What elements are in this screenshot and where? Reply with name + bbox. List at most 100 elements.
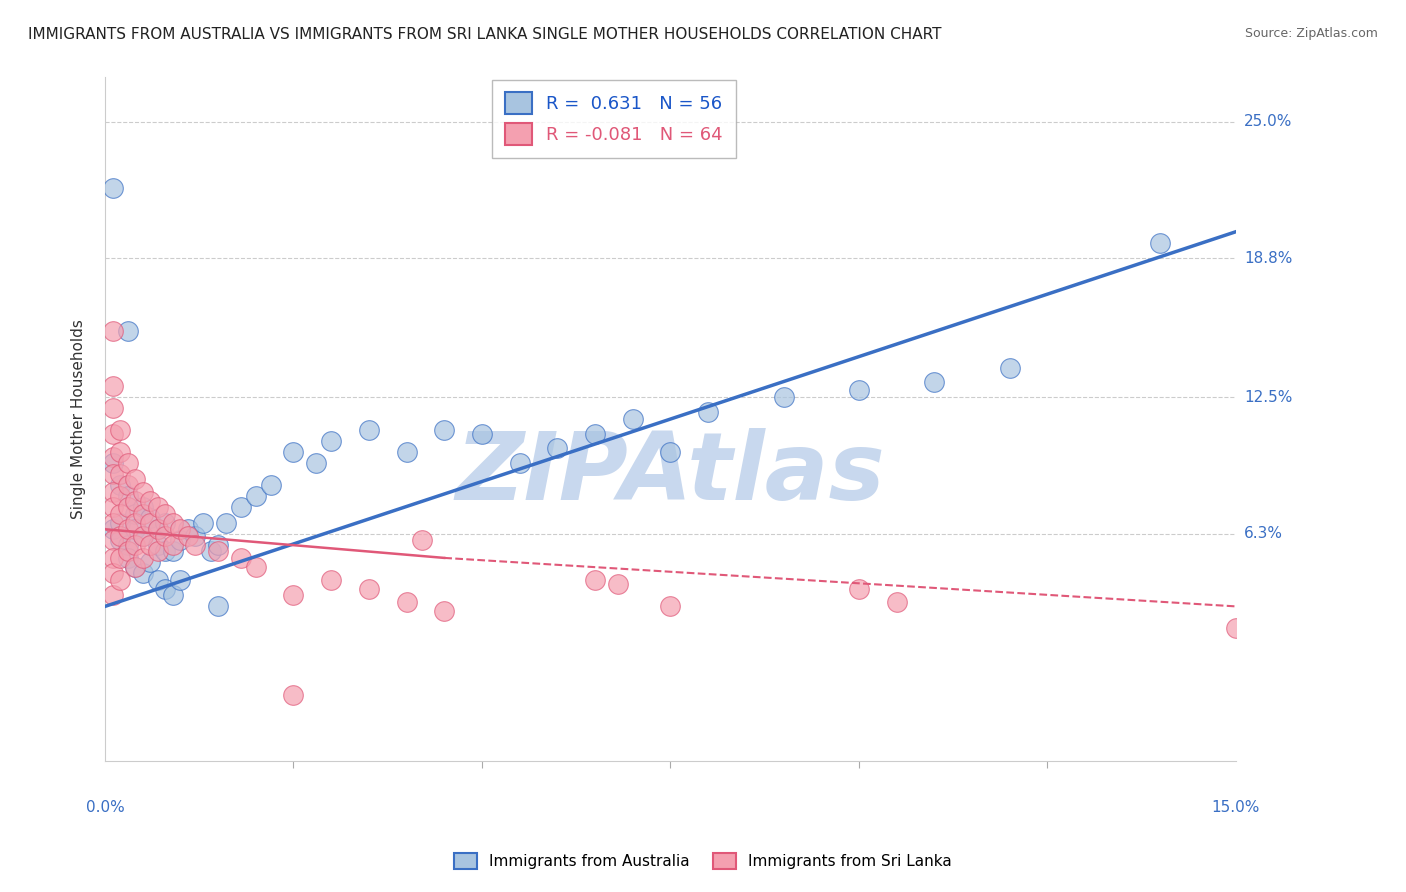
Point — [117, 500, 139, 515]
Point — [184, 538, 207, 552]
Legend: Immigrants from Australia, Immigrants from Sri Lanka: Immigrants from Australia, Immigrants fr… — [449, 847, 957, 875]
Point — [509, 456, 531, 470]
Point — [924, 375, 946, 389]
Point — [139, 538, 162, 552]
Point — [772, 390, 794, 404]
Point — [108, 445, 131, 459]
Point — [583, 573, 606, 587]
Point — [146, 538, 169, 552]
Point — [395, 595, 418, 609]
Point — [101, 484, 124, 499]
Point — [998, 361, 1021, 376]
Point — [139, 493, 162, 508]
Point — [659, 445, 682, 459]
Point — [101, 467, 124, 482]
Point — [283, 445, 305, 459]
Point — [155, 529, 177, 543]
Point — [101, 500, 124, 515]
Point — [305, 456, 328, 470]
Point — [124, 522, 146, 536]
Text: 12.5%: 12.5% — [1244, 390, 1292, 404]
Text: 18.8%: 18.8% — [1244, 251, 1292, 266]
Point — [162, 588, 184, 602]
Point — [177, 529, 200, 543]
Y-axis label: Single Mother Households: Single Mother Households — [72, 319, 86, 519]
Point — [155, 544, 177, 558]
Point — [207, 599, 229, 614]
Point — [124, 559, 146, 574]
Point — [117, 544, 139, 558]
Point — [131, 550, 153, 565]
Point — [1149, 235, 1171, 250]
Text: 25.0%: 25.0% — [1244, 114, 1292, 129]
Point — [108, 529, 131, 543]
Text: IMMIGRANTS FROM AUSTRALIA VS IMMIGRANTS FROM SRI LANKA SINGLE MOTHER HOUSEHOLDS : IMMIGRANTS FROM AUSTRALIA VS IMMIGRANTS … — [28, 27, 942, 42]
Point — [848, 384, 870, 398]
Point — [697, 405, 720, 419]
Point — [162, 516, 184, 530]
Point — [124, 538, 146, 552]
Point — [357, 582, 380, 596]
Point — [191, 516, 214, 530]
Text: 15.0%: 15.0% — [1212, 799, 1260, 814]
Point — [229, 500, 252, 515]
Point — [245, 489, 267, 503]
Point — [124, 516, 146, 530]
Legend: R =  0.631   N = 56, R = -0.081   N = 64: R = 0.631 N = 56, R = -0.081 N = 64 — [492, 79, 735, 158]
Point — [433, 604, 456, 618]
Point — [200, 544, 222, 558]
Point — [162, 544, 184, 558]
Point — [117, 538, 139, 552]
Point — [117, 478, 139, 492]
Point — [169, 533, 191, 548]
Point — [124, 559, 146, 574]
Point — [117, 489, 139, 503]
Point — [155, 582, 177, 596]
Point — [260, 478, 283, 492]
Text: ZIPAtlas: ZIPAtlas — [456, 428, 886, 520]
Point — [117, 324, 139, 338]
Point — [101, 324, 124, 338]
Point — [146, 500, 169, 515]
Point — [321, 573, 343, 587]
Point — [146, 522, 169, 536]
Point — [184, 529, 207, 543]
Point — [546, 441, 568, 455]
Point — [131, 500, 153, 515]
Point — [101, 516, 124, 530]
Point — [169, 522, 191, 536]
Point — [131, 529, 153, 543]
Point — [117, 456, 139, 470]
Point — [124, 472, 146, 486]
Point — [124, 507, 146, 521]
Point — [207, 538, 229, 552]
Point — [155, 516, 177, 530]
Point — [177, 522, 200, 536]
Point — [108, 467, 131, 482]
Point — [108, 423, 131, 437]
Point — [433, 423, 456, 437]
Point — [321, 434, 343, 449]
Point — [108, 516, 131, 530]
Point — [108, 489, 131, 503]
Point — [169, 573, 191, 587]
Point — [1225, 622, 1247, 636]
Point — [101, 379, 124, 393]
Point — [101, 533, 124, 548]
Point — [101, 588, 124, 602]
Point — [606, 577, 628, 591]
Point — [411, 533, 433, 548]
Point — [583, 427, 606, 442]
Point — [108, 507, 131, 521]
Point — [101, 456, 124, 470]
Text: 6.3%: 6.3% — [1244, 526, 1284, 541]
Point — [101, 550, 124, 565]
Point — [146, 573, 169, 587]
Point — [395, 445, 418, 459]
Point — [139, 516, 162, 530]
Point — [131, 566, 153, 581]
Point — [886, 595, 908, 609]
Point — [101, 566, 124, 581]
Point — [283, 688, 305, 702]
Point — [357, 423, 380, 437]
